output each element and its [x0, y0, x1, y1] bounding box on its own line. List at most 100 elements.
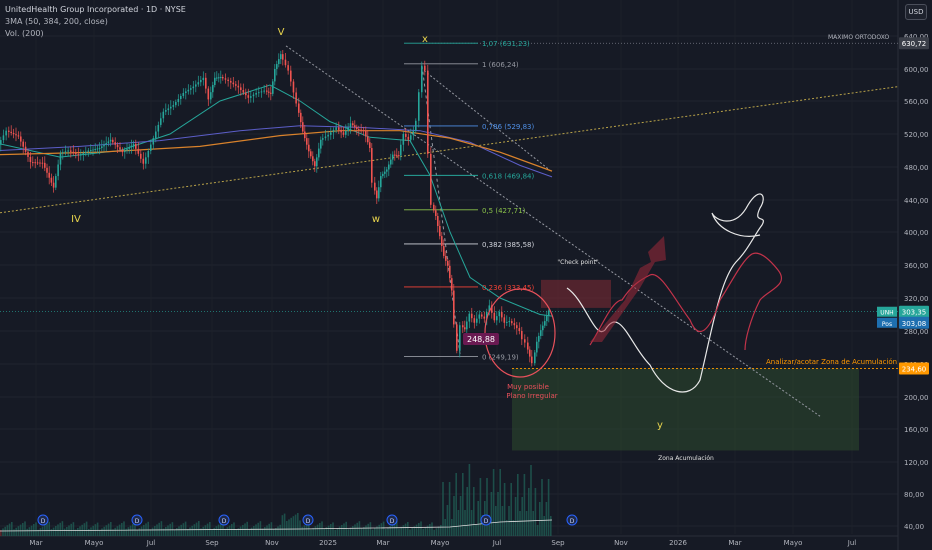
- candle-body: [476, 318, 478, 323]
- candle-body: [235, 84, 237, 86]
- y-tick-label: 320,00: [904, 295, 929, 303]
- candle-body: [292, 81, 295, 93]
- volume-bar: [387, 527, 389, 536]
- candle-body: [175, 102, 177, 106]
- candle-body: [103, 144, 105, 147]
- volume-bar: [250, 527, 253, 536]
- candle-body: [352, 123, 354, 126]
- volume-bar: [99, 530, 101, 536]
- volume-bar: [204, 525, 207, 536]
- volume-bar: [539, 502, 541, 536]
- zone-price-tag-box: [899, 362, 929, 375]
- candle-body: [39, 162, 41, 164]
- volume-bar: [378, 524, 380, 536]
- candle-body: [546, 315, 548, 322]
- candle-body: [24, 146, 27, 152]
- candle-body: [20, 136, 22, 142]
- ma-indicator-label[interactable]: 3MA (50, 384, 200, close): [5, 17, 108, 26]
- volume-bar: [286, 521, 288, 536]
- volume-bar: [2, 528, 4, 536]
- volume-bar: [488, 515, 490, 536]
- volume-bar: [213, 527, 215, 536]
- volume-bar: [481, 515, 484, 536]
- volume-bar: [477, 501, 479, 536]
- volume-bar: [435, 528, 438, 536]
- y-tick-label: 560,00: [904, 98, 929, 106]
- ma-50-line: [0, 84, 553, 317]
- unh-tag-box: [877, 306, 897, 317]
- candle-body: [511, 321, 513, 324]
- earnings-marker-letter: D: [135, 518, 140, 525]
- volume-bar: [136, 529, 138, 536]
- volume-bar: [468, 464, 471, 536]
- fib-level-label: 0,618 (469,84): [482, 172, 534, 180]
- candle-body: [464, 327, 466, 330]
- volume-bar: [360, 528, 363, 536]
- candle-body: [52, 182, 55, 188]
- volume-bar: [239, 526, 242, 536]
- candle-body: [412, 130, 415, 136]
- volume-bar: [530, 465, 532, 536]
- candle-body: [216, 77, 218, 79]
- candle-body: [384, 171, 386, 174]
- volume-bar: [294, 514, 297, 536]
- candle-body: [17, 135, 20, 137]
- volume-bar: [198, 521, 200, 536]
- wave-label-x: x: [422, 34, 428, 45]
- candle-body: [295, 92, 297, 104]
- volume-bar: [334, 529, 336, 536]
- volume-bar: [411, 527, 413, 536]
- candle-body: [48, 172, 50, 178]
- candle-body: [172, 105, 175, 107]
- earnings-marker-icon: [480, 514, 492, 526]
- candle-body: [157, 124, 160, 132]
- candle-body: [85, 151, 87, 153]
- candle-body: [340, 129, 342, 133]
- volume-bar: [424, 527, 427, 536]
- volume-bar: [48, 521, 50, 536]
- candle-body: [105, 143, 107, 145]
- currency-button[interactable]: USD: [905, 4, 927, 20]
- candle-body: [538, 335, 540, 342]
- volume-bar: [336, 528, 339, 536]
- earnings-marker-icon: [37, 514, 49, 526]
- x-tick-label: Jul: [146, 539, 156, 547]
- candle-body: [335, 127, 337, 130]
- volume-bar: [101, 528, 103, 536]
- volume-bar: [363, 527, 365, 536]
- volume-bar: [85, 521, 88, 536]
- candle-body: [506, 321, 508, 323]
- volume-bar: [79, 526, 81, 536]
- candle-body: [437, 216, 439, 226]
- candle-body: [128, 147, 130, 149]
- candle-body: [441, 236, 443, 247]
- volume-bar: [19, 524, 22, 536]
- candle-body: [349, 123, 352, 128]
- candle-body: [87, 150, 90, 152]
- volume-bar: [92, 525, 94, 536]
- candle-body: [180, 96, 182, 99]
- volume-bar: [550, 516, 552, 536]
- candle-body: [160, 118, 162, 125]
- candle-body: [64, 151, 67, 153]
- volume-bar: [413, 526, 416, 536]
- candle-body: [107, 141, 110, 144]
- volume-bar: [448, 482, 451, 536]
- volume-bar: [191, 525, 193, 536]
- fib-level-label: 1,07 (631,23): [482, 40, 530, 48]
- volume-bar: [90, 527, 92, 536]
- volume-bar: [418, 523, 420, 536]
- candle-body: [170, 106, 172, 109]
- candle-body: [540, 330, 542, 336]
- x-tick-label: 2025: [319, 539, 337, 547]
- candle-body: [245, 92, 247, 96]
- volume-indicator-label[interactable]: Vol. (200): [5, 29, 44, 38]
- candle-body: [360, 129, 362, 131]
- candle-body: [124, 150, 126, 153]
- volume-bar: [125, 528, 127, 536]
- channel-line: [423, 70, 549, 170]
- volume-bar: [22, 523, 24, 536]
- y-tick-label: 40,00: [904, 523, 924, 531]
- current-price-tag-box: [899, 305, 929, 318]
